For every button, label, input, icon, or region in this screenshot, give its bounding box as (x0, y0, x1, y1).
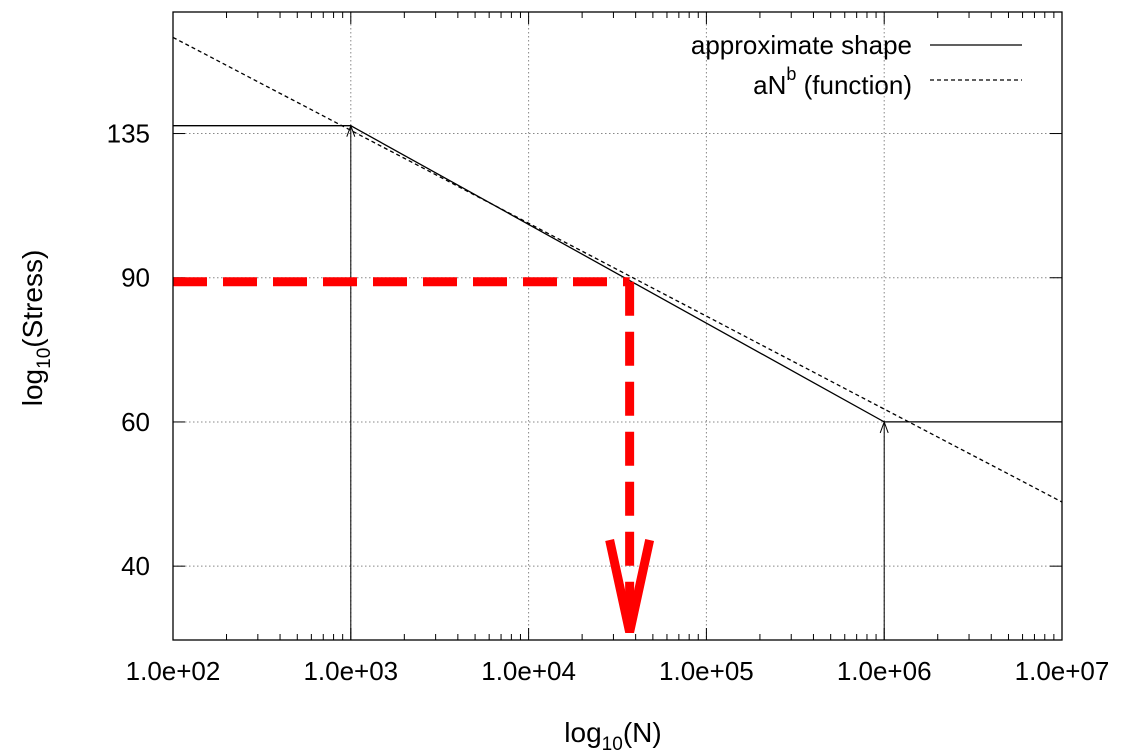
annotations (173, 124, 889, 640)
series-function-line (172, 36, 1063, 503)
y-tick-label: 60 (121, 407, 150, 437)
red-arrow-head (605, 539, 655, 633)
legend-label-function: aNb (function) (753, 64, 912, 100)
x-axis-title: log10(N) (564, 717, 661, 751)
plot-frame (172, 11, 1063, 641)
grid (173, 12, 1062, 640)
x-tick-label: 1.0e+03 (303, 656, 398, 686)
x-tick-label: 1.0e+06 (837, 656, 932, 686)
legend: approximate shape aNb (function) (691, 30, 1022, 100)
y-axis-ticks: 40 60 90 135 (107, 119, 1062, 581)
series-approximate-shape-line (173, 125, 1062, 423)
x-tick-label: 1.0e+07 (1015, 656, 1110, 686)
x-axis-ticks: 1.0e+02 1.0e+03 1.0e+04 1.0e+05 1.0e+06 1.0e+… (126, 12, 1110, 686)
y-tick-label: 40 (121, 551, 150, 581)
legend-label-approximate-shape: approximate shape (691, 30, 912, 60)
y-tick-label: 90 (121, 263, 150, 293)
series-lines (172, 36, 1063, 503)
vertical-arrow-head (346, 124, 356, 137)
vertical-arrow-head (879, 420, 889, 434)
x-tick-label: 1.0e+05 (659, 656, 754, 686)
y-axis-title: log10(Stress) (17, 250, 55, 407)
x-tick-label: 1.0e+02 (126, 656, 221, 686)
y-tick-label: 135 (107, 119, 150, 149)
x-tick-label: 1.0e+04 (481, 656, 576, 686)
